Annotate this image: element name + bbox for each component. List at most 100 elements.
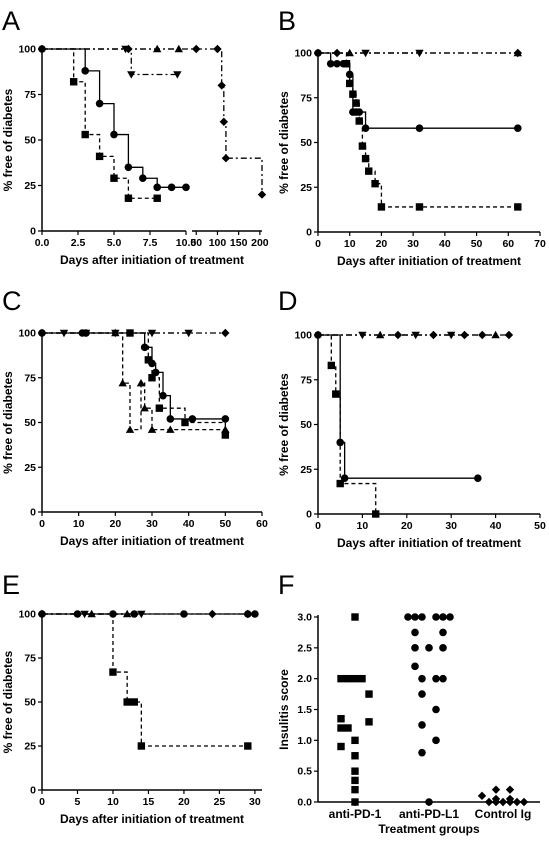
data-point-square — [337, 724, 345, 732]
data-point-square — [351, 674, 359, 683]
data-point-diamond — [491, 785, 501, 794]
data-point-square — [365, 167, 373, 175]
data-point-circle — [425, 798, 433, 806]
data-point-triangle — [491, 330, 500, 339]
data-point-circle — [166, 415, 175, 423]
data-point-triangle — [125, 425, 135, 433]
data-point-diamond — [505, 785, 515, 794]
data-point-diamond — [512, 797, 522, 807]
data-point-square — [137, 742, 146, 750]
x-tick-label: 10.0 — [176, 237, 197, 249]
data-point-circle — [446, 613, 454, 621]
x-tick-label: 10 — [73, 518, 85, 530]
data-point-square — [181, 418, 189, 427]
data-point-circle — [244, 610, 252, 618]
y-tick-label: 0 — [30, 226, 36, 238]
data-point-triangle-down — [127, 71, 136, 79]
x-tick-label: 150 — [230, 237, 248, 249]
series-circle-line — [318, 334, 478, 479]
series-square-line — [42, 613, 248, 747]
data-point-square — [349, 90, 357, 98]
data-point-square — [351, 776, 359, 785]
data-point-triangle — [111, 328, 120, 337]
data-point-square — [109, 668, 117, 676]
data-point-diamond — [213, 44, 222, 54]
y-axis-title: % free of diabetes — [1, 650, 15, 753]
panel-b-chart: 0 25 50 75 100 0 10 20 30 40 50 60 70 Days after init… — [277, 48, 546, 269]
data-point-square — [351, 613, 359, 621]
x-tick-label: 60 — [256, 518, 268, 530]
series-diamond-line — [42, 48, 263, 195]
y-tick-label: 25 — [300, 464, 312, 476]
y-tick-label: 25 — [300, 182, 312, 194]
y-tick-label: 25 — [24, 462, 36, 474]
data-point-triangle — [136, 378, 146, 387]
data-point-diamond — [217, 81, 226, 90]
y-tick-label: 0 — [306, 509, 312, 521]
x-axis-title: Days after initiation of treatment — [337, 536, 521, 550]
x-tick-label: 30 — [407, 238, 419, 250]
data-point-circle — [345, 70, 354, 79]
x-tick-label: 7.5 — [143, 237, 158, 249]
data-point-diamond — [498, 797, 508, 807]
x-tick-label: 20 — [109, 518, 121, 530]
series-square-line — [42, 48, 158, 199]
y-axis-title: % free of diabetes — [277, 373, 291, 476]
data-point-square — [155, 404, 164, 412]
data-point-circle — [432, 674, 440, 683]
x-tick-label: 50 — [219, 518, 231, 530]
x-tick-label: 30 — [445, 520, 457, 532]
data-point-triangle — [140, 403, 149, 412]
category-label: anti-PD-L1 — [399, 807, 459, 821]
data-point-square — [336, 479, 344, 488]
data-point-diamond — [257, 190, 267, 199]
data-point-square — [358, 674, 366, 683]
data-point-circle — [432, 705, 440, 714]
data-point-circle — [404, 613, 412, 621]
data-point-square — [153, 194, 161, 202]
data-point-square — [514, 203, 522, 211]
data-point-square — [144, 356, 153, 364]
y-tick-label: 0.5 — [297, 766, 312, 778]
data-point-square — [69, 78, 78, 86]
data-point-diamond — [219, 117, 229, 126]
panel-f-chart: 0.0 0.5 1.0 1.5 2.0 2.5 3.0 Treatment groups Ins… — [277, 612, 540, 836]
x-tick-label: 50 — [190, 237, 202, 249]
x-tick-label: 50 — [534, 520, 546, 532]
data-point-square — [361, 154, 370, 163]
x-tick-label: 20 — [401, 520, 413, 532]
data-point-square — [123, 698, 131, 706]
y-axis-title: % free of diabetes — [277, 91, 291, 194]
panel-label-e: E — [2, 570, 20, 600]
data-point-square — [327, 361, 336, 370]
data-point-square — [377, 203, 386, 211]
data-point-square — [344, 724, 352, 732]
data-point-square — [344, 674, 352, 683]
data-point-diamond — [505, 794, 515, 804]
y-tick-label: 2.0 — [297, 673, 312, 685]
data-point-circle — [95, 99, 104, 108]
data-point-triangle — [174, 44, 183, 53]
data-point-square — [351, 736, 359, 745]
y-tick-label: 75 — [300, 374, 312, 386]
y-tick-label: 50 — [24, 697, 36, 709]
y-tick-label: 50 — [24, 417, 36, 429]
data-point-triangle-down — [447, 331, 456, 340]
panel-a-chart: 0 25 50 75 100 Days after initiation of treat… — [1, 44, 269, 268]
x-axis-title: Days after initiation of treatment — [337, 254, 521, 268]
data-point-circle — [124, 163, 133, 172]
data-point-circle — [418, 690, 426, 698]
data-point-triangle-down — [173, 71, 182, 79]
panel-label-d: D — [278, 286, 298, 316]
x-tick-label: 30 — [146, 518, 158, 530]
data-point-circle — [182, 183, 190, 192]
data-point-square — [337, 742, 345, 751]
data-point-square — [337, 715, 345, 723]
y-tick-label: 0 — [306, 227, 312, 239]
data-point-square — [365, 690, 373, 698]
series-square-line — [42, 332, 226, 436]
data-point-diamond — [221, 154, 231, 163]
data-point-square — [244, 742, 252, 750]
data-point-square — [372, 510, 380, 518]
